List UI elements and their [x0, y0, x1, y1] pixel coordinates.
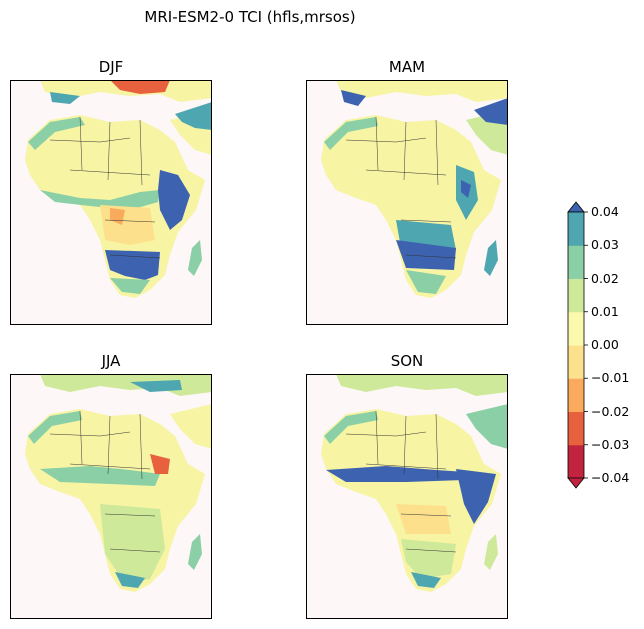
madagascar-landmass: [484, 240, 498, 276]
country-borders: [49, 116, 161, 259]
arabia-landmass: [466, 404, 508, 449]
anomaly-region-congo: [100, 205, 155, 245]
madagascar-landmass: [188, 240, 202, 276]
map-jja: [10, 374, 212, 619]
madagascar-landmass: [484, 534, 498, 570]
anomaly-region-north-coast: [28, 117, 85, 150]
colorbar-segment: [568, 311, 584, 346]
colorbar-gradient: [567, 201, 588, 489]
anomaly-region-north-coast: [324, 117, 378, 150]
anomaly-region-cape: [411, 572, 441, 588]
anomaly-region-sahel: [40, 466, 160, 486]
africa-landmass: [321, 115, 501, 298]
anomaly-region-southern-africa: [105, 250, 160, 280]
panel-title-son: SON: [390, 352, 424, 370]
anomaly-region-cape: [115, 572, 145, 588]
colorbar-extend-max: [567, 201, 585, 213]
country-borders: [345, 116, 457, 259]
colorbar-segment: [568, 444, 584, 479]
colorbar-segment: [568, 411, 584, 446]
africa-landmass: [321, 409, 501, 592]
anomaly-region-nile: [150, 454, 170, 474]
colorbar-tick-label: −0.01: [591, 370, 630, 386]
colorbar-tick-label: −0.04: [591, 470, 630, 485]
anomaly-region-southern-africa: [396, 240, 456, 270]
country-borders: [49, 410, 161, 553]
map-frame: [10, 374, 212, 619]
anomaly-region-north-coast: [324, 411, 378, 444]
colorbar: 0.04 0.03 0.02 0.01 0.00 −0.01 −0.02 −0.03 −0.04: [560, 200, 644, 490]
anomaly-region-southern-africa: [401, 539, 456, 579]
anomaly-region-cape: [110, 278, 150, 294]
colorbar-extend-min: [567, 477, 585, 489]
anomaly-region-horn-of-africa: [456, 469, 496, 524]
anomaly-region-iberia: [50, 92, 80, 104]
country-borders: [345, 410, 457, 553]
colorbar-tick-label: 0.04: [591, 204, 619, 219]
anomaly-region-black-sea: [130, 380, 182, 392]
colorbar-tick-label: 0.02: [591, 270, 619, 286]
anomaly-region-levant: [474, 98, 508, 125]
panel-title-djf: DJF: [98, 58, 124, 76]
map-frame: [306, 80, 508, 325]
anomaly-region-congo: [396, 504, 451, 534]
colorbar-tick-label: −0.03: [591, 436, 630, 452]
arabia-landmass: [170, 404, 212, 449]
anomaly-region-southern-africa: [100, 504, 165, 584]
madagascar-landmass: [188, 534, 202, 570]
map-frame: [10, 80, 212, 325]
anomaly-region-iberia: [341, 90, 366, 106]
colorbar-tick-label: 0.03: [591, 237, 619, 253]
map-son: [306, 374, 508, 619]
anomaly-region-europe: [110, 80, 170, 94]
anomaly-region-cape: [406, 270, 446, 294]
map-frame: [306, 374, 508, 619]
map-djf: [10, 80, 212, 325]
anomaly-region-levant: [175, 102, 212, 130]
europe-landmass: [336, 374, 508, 396]
anomaly-region-east-africa: [158, 170, 190, 230]
anomaly-region-sahel-band: [326, 466, 466, 482]
europe-landmass: [336, 80, 508, 102]
colorbar-tick-label: 0.01: [591, 303, 619, 319]
figure-title: MRI-ESM2-0 TCI (hfls,mrsos): [144, 8, 356, 26]
colorbar-segment: [568, 378, 584, 412]
colorbar-segment: [568, 245, 584, 279]
anomaly-region-north-coast: [28, 411, 82, 444]
anomaly-region-ethiopia-core: [461, 180, 471, 198]
colorbar-segment: [568, 345, 584, 379]
colorbar-tick-label: 0.00: [591, 337, 619, 352]
map-mam: [306, 80, 508, 325]
colorbar-tick-label: −0.02: [591, 403, 630, 419]
panel-title-mam: MAM: [388, 58, 426, 76]
anomaly-region-sahel: [40, 190, 160, 210]
panel-title-jja: JJA: [101, 352, 121, 370]
colorbar-segment: [568, 278, 584, 313]
colorbar-segment: [568, 212, 584, 246]
